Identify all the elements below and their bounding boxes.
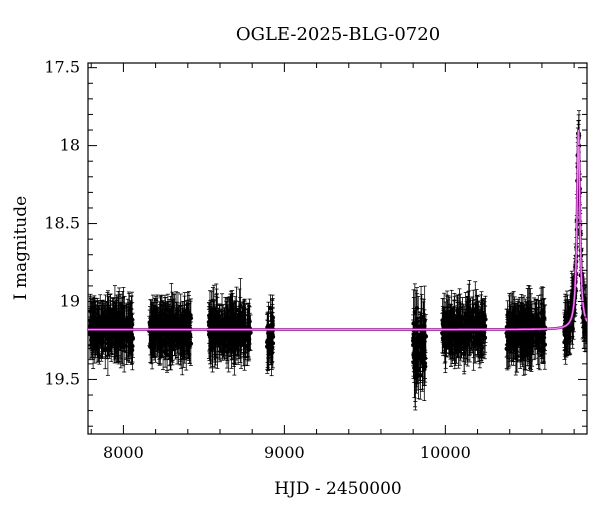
data-point: [583, 297, 587, 353]
data-point: [176, 317, 181, 365]
data-point: [156, 322, 162, 353]
data-point: [420, 315, 426, 350]
data-point: [186, 291, 192, 345]
x-tick-label: 10000: [420, 443, 471, 462]
y-tick-label: 17.5: [44, 58, 80, 77]
data-point: [444, 312, 449, 354]
data-points-layer: [88, 110, 587, 411]
data-point: [422, 340, 428, 386]
data-point: [458, 307, 463, 361]
data-point: [471, 327, 476, 359]
data-point: [511, 291, 516, 334]
data-point: [472, 304, 478, 340]
data-point: [264, 314, 270, 371]
data-point: [536, 324, 541, 369]
data-point: [174, 323, 179, 351]
data-point: [506, 312, 511, 369]
data-point: [219, 308, 224, 356]
y-axis-label: I magnitude: [11, 196, 31, 300]
data-point: [123, 302, 129, 338]
y-tick-label: 19.5: [44, 369, 80, 388]
data-point: [521, 316, 526, 359]
data-point: [163, 297, 168, 333]
data-point: [413, 337, 418, 402]
data-point: [416, 295, 421, 358]
y-tick-label: 19: [60, 292, 80, 311]
data-point: [150, 320, 156, 352]
data-point: [473, 304, 479, 347]
data-point: [104, 310, 109, 345]
data-point: [226, 318, 231, 346]
x-axis-label: HJD - 2450000: [274, 479, 402, 499]
chart-title: OGLE-2025-BLG-0720: [236, 24, 440, 45]
data-point: [180, 307, 186, 355]
y-tick-label: 18.5: [44, 214, 80, 233]
data-point: [531, 322, 537, 348]
data-point: [118, 305, 124, 346]
data-point: [563, 299, 568, 342]
data-point: [242, 314, 248, 354]
data-point: [268, 294, 273, 322]
plot-frame: [87, 62, 588, 435]
data-point: [88, 298, 94, 350]
model-curve-layer: [88, 129, 587, 331]
data-point: [410, 319, 416, 362]
data-point: [467, 280, 472, 337]
data-point: [128, 301, 134, 344]
axis-ticks-layer: 8000 9000 10000 17.5 18 18.5 19 19.5: [44, 58, 587, 462]
x-tick-label: 8000: [103, 443, 144, 462]
data-point: [441, 292, 447, 348]
data-point: [455, 294, 460, 328]
data-point: [465, 304, 470, 345]
data-point: [109, 308, 115, 333]
data-point: [175, 292, 181, 329]
y-tick-label: 18: [60, 136, 80, 155]
data-point: [478, 311, 484, 356]
data-point: [446, 309, 452, 340]
plot-area: 8000 9000 10000 17.5 18 18.5 19 19.5: [44, 58, 588, 462]
data-point: [240, 307, 245, 343]
data-point: [483, 295, 488, 343]
data-point: [523, 315, 529, 371]
data-point: [521, 295, 527, 328]
data-point: [207, 302, 212, 329]
data-point: [482, 316, 488, 360]
model-curve: [88, 129, 587, 331]
data-point: [564, 290, 570, 343]
data-point: [115, 314, 120, 355]
data-point: [418, 323, 423, 383]
data-point: [106, 314, 112, 352]
x-tick-label: 9000: [264, 443, 305, 462]
data-point: [509, 319, 515, 362]
data-point: [452, 293, 457, 347]
data-point: [99, 309, 104, 362]
data-point: [528, 288, 533, 342]
data-point: [211, 301, 216, 327]
